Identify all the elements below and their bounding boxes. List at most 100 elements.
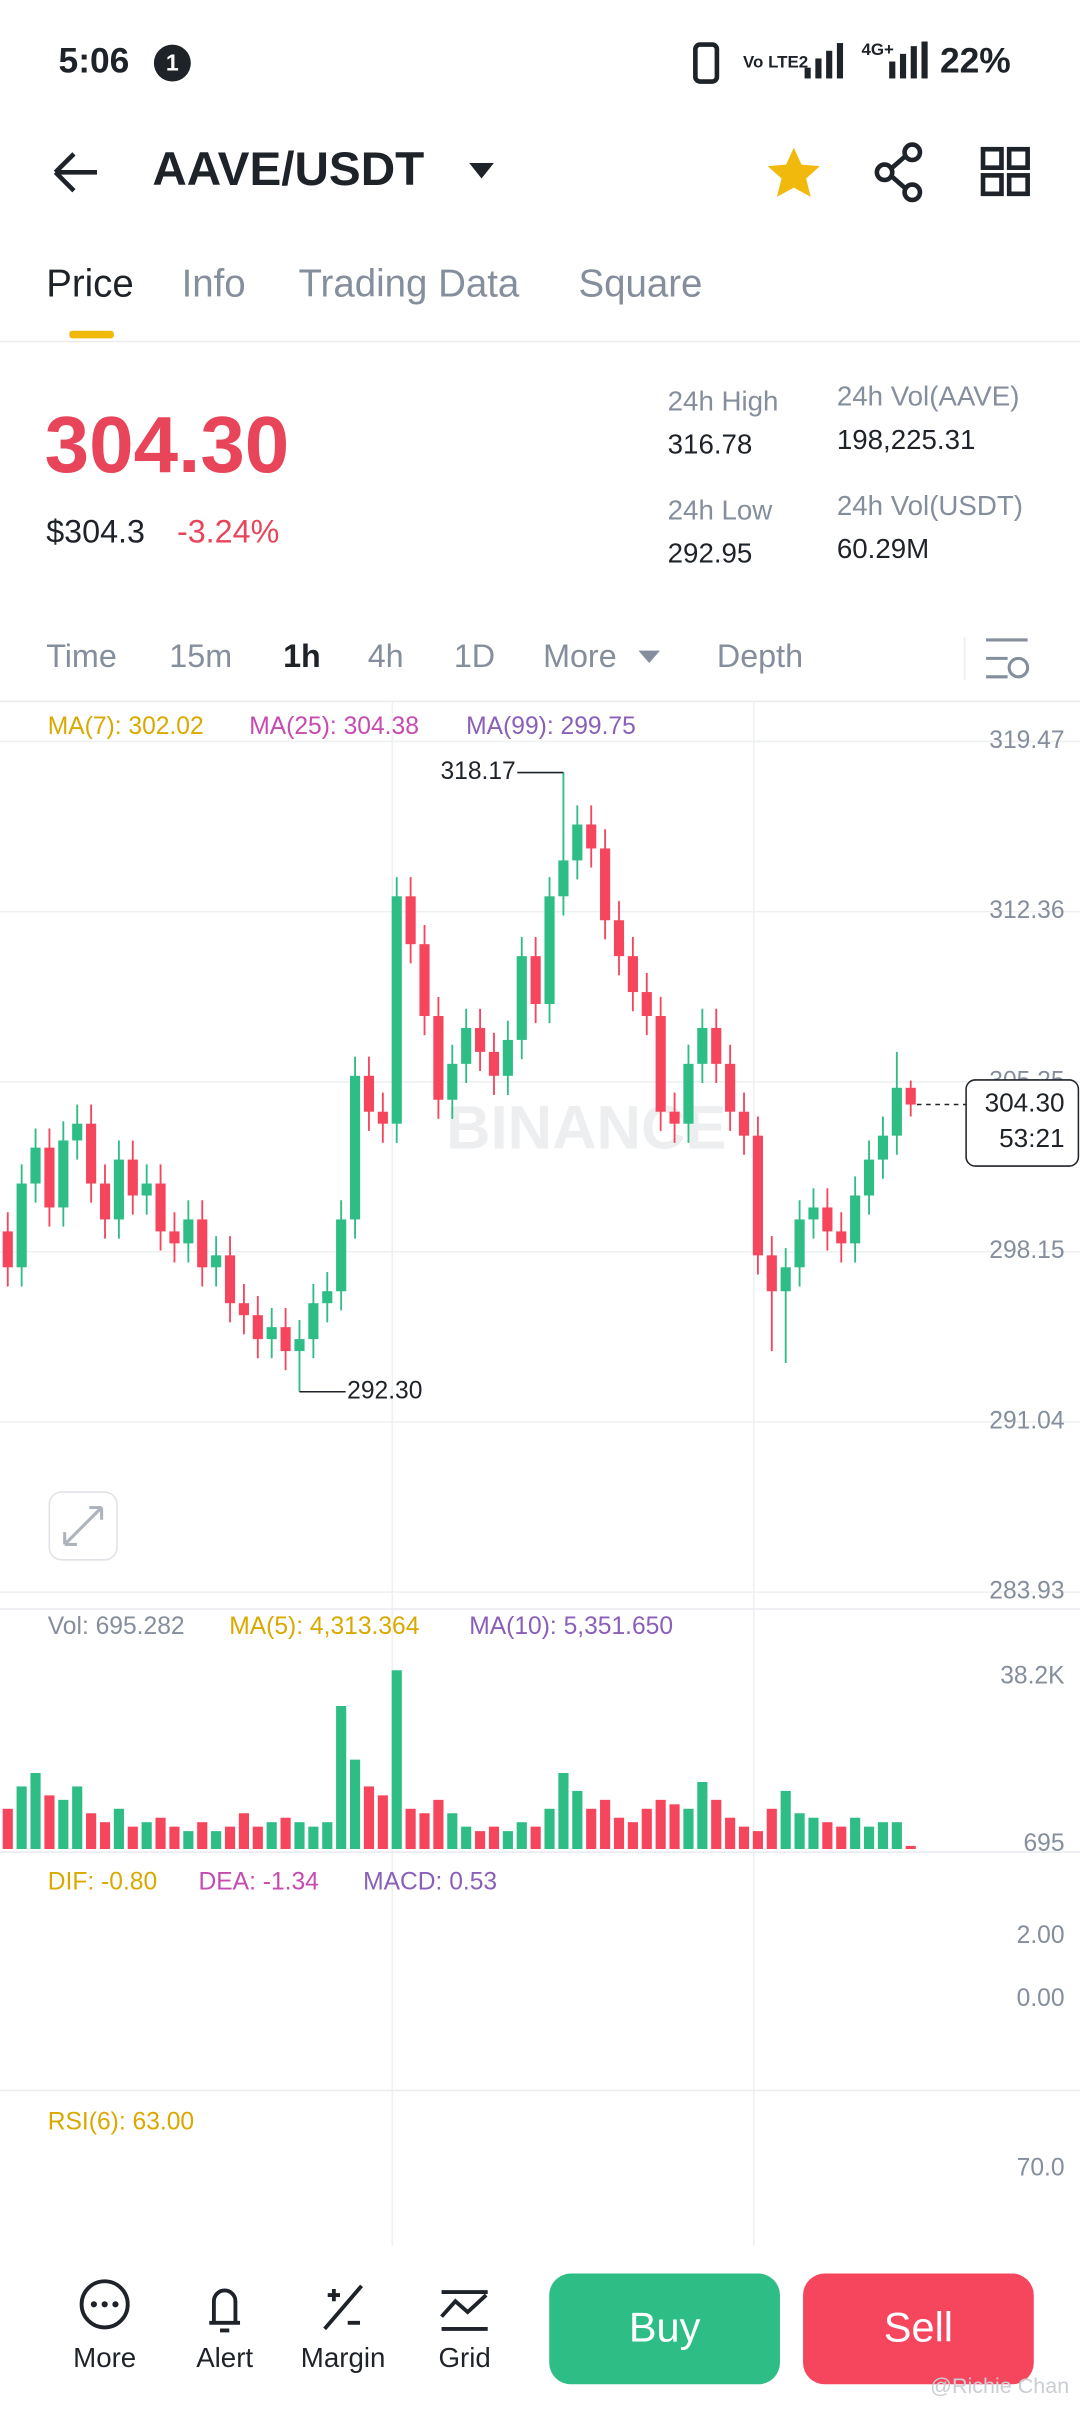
candle-body: [586, 824, 597, 849]
volume-bar: [252, 1826, 263, 1849]
stat-label: 24h Vol(USDT): [837, 490, 1023, 521]
y-tick-label: 312.36: [989, 897, 1064, 924]
candle-body: [752, 1135, 763, 1256]
candle-body: [572, 824, 583, 861]
interval[interactable]: 15m: [169, 638, 232, 674]
action-label[interactable]: Grid: [438, 2342, 490, 2373]
signal-icon: [804, 41, 928, 79]
price-change: -3.24%: [177, 513, 279, 549]
y-tick-label: 291.04: [989, 1407, 1064, 1434]
candle-body: [266, 1327, 277, 1340]
rsi-tick: 70.0: [1017, 2154, 1065, 2181]
volume-bar: [738, 1826, 750, 1849]
macd-tick: 2.00: [1017, 1922, 1065, 1949]
volume-bar: [238, 1813, 249, 1849]
volume-bar: [794, 1813, 805, 1849]
interval[interactable]: 4h: [368, 638, 404, 674]
stat-label: 24h Vol(AAVE): [837, 381, 1020, 412]
stat-value: 198,225.31: [837, 424, 976, 455]
interval[interactable]: Time: [46, 638, 117, 674]
buy-label[interactable]: Buy: [629, 2303, 701, 2350]
candle-body: [349, 1075, 361, 1220]
rsi-legend: RSI(6): 63.00: [48, 2108, 194, 2135]
volume-bar: [2, 1808, 13, 1849]
vol-legend: MA(5): 4,313.364: [229, 1613, 419, 1640]
candle-body: [669, 1111, 680, 1124]
volume-bar: [600, 1799, 611, 1849]
volume-bar: [322, 1822, 333, 1849]
tab[interactable]: Square: [578, 262, 702, 305]
macd-legend: DIF: -0.80: [48, 1868, 157, 1895]
tab[interactable]: Trading Data: [298, 262, 519, 305]
candle-body: [322, 1291, 333, 1304]
favorite-star[interactable]: [767, 147, 820, 197]
tab[interactable]: Info: [182, 262, 246, 305]
pair-dropdown[interactable]: [469, 163, 494, 179]
buy-button[interactable]: [549, 2273, 780, 2385]
volume-bar: [877, 1822, 889, 1849]
volume-bar: [336, 1706, 347, 1849]
chart-settings[interactable]: [986, 638, 1030, 679]
volume-bar: [155, 1817, 166, 1849]
tab[interactable]: Price: [46, 262, 134, 305]
candle-body: [141, 1183, 152, 1196]
volume-bar: [197, 1822, 208, 1849]
candle-body: [461, 1027, 472, 1064]
price-box: [965, 1079, 1080, 1167]
volume-bar: [461, 1826, 472, 1849]
action-label[interactable]: Alert: [196, 2342, 253, 2373]
candle-body: [488, 1051, 500, 1076]
candle-body: [113, 1159, 124, 1220]
candle-body: [433, 1015, 444, 1100]
volume-bar: [30, 1773, 41, 1849]
volume-bar: [502, 1831, 513, 1849]
action-label[interactable]: More: [73, 2342, 136, 2373]
network-label: Vo LTE2: [743, 53, 808, 72]
candle-body: [2, 1231, 13, 1268]
vol-tick-label: 38.2K: [1000, 1662, 1065, 1689]
candle-body: [197, 1219, 208, 1268]
volume-bar: [683, 1808, 694, 1849]
y-tick-label: 298.15: [989, 1237, 1064, 1264]
volume-bar: [711, 1799, 722, 1849]
interval[interactable]: 1h: [283, 638, 321, 674]
share-button[interactable]: [874, 142, 923, 203]
candle-body: [725, 1063, 736, 1112]
volume-bar: [725, 1817, 736, 1849]
more-dropdown[interactable]: [638, 650, 660, 663]
volume-bar: [530, 1826, 541, 1849]
back-button[interactable]: [53, 152, 97, 193]
y-tick-label: 283.93: [989, 1578, 1064, 1605]
candle-body: [655, 1015, 666, 1112]
usd-price: $304.3: [46, 513, 145, 549]
candle-body: [905, 1087, 916, 1105]
volume-bar: [780, 1790, 791, 1849]
tab-indicator: [69, 330, 114, 339]
volume-bar: [641, 1808, 652, 1849]
volume-bar: [266, 1822, 277, 1849]
stat-value: 60.29M: [837, 533, 929, 564]
volume-bar: [183, 1831, 194, 1849]
candle-body: [16, 1183, 27, 1268]
volume-bar: [280, 1817, 291, 1849]
layout-button[interactable]: [980, 146, 1030, 197]
sell-label[interactable]: Sell: [884, 2303, 953, 2350]
action-label[interactable]: Margin: [301, 2342, 386, 2373]
watermark: BINANCE: [446, 1093, 726, 1162]
candle-body: [863, 1159, 875, 1196]
notification-count: 1: [166, 50, 179, 76]
volume-bar: [572, 1790, 583, 1849]
candle-body: [127, 1159, 138, 1196]
more-dots: [90, 2301, 119, 2308]
pair-title[interactable]: AAVE/USDT: [152, 143, 424, 196]
interval[interactable]: Depth: [717, 638, 803, 674]
candle-body: [808, 1207, 819, 1220]
interval[interactable]: 1D: [454, 638, 495, 674]
battery: 22%: [940, 41, 1011, 80]
volume-bar: [211, 1831, 222, 1849]
volume-bar: [16, 1786, 27, 1849]
volume-bar: [363, 1786, 375, 1849]
sell-button[interactable]: [803, 2273, 1034, 2385]
interval[interactable]: More: [543, 638, 617, 674]
